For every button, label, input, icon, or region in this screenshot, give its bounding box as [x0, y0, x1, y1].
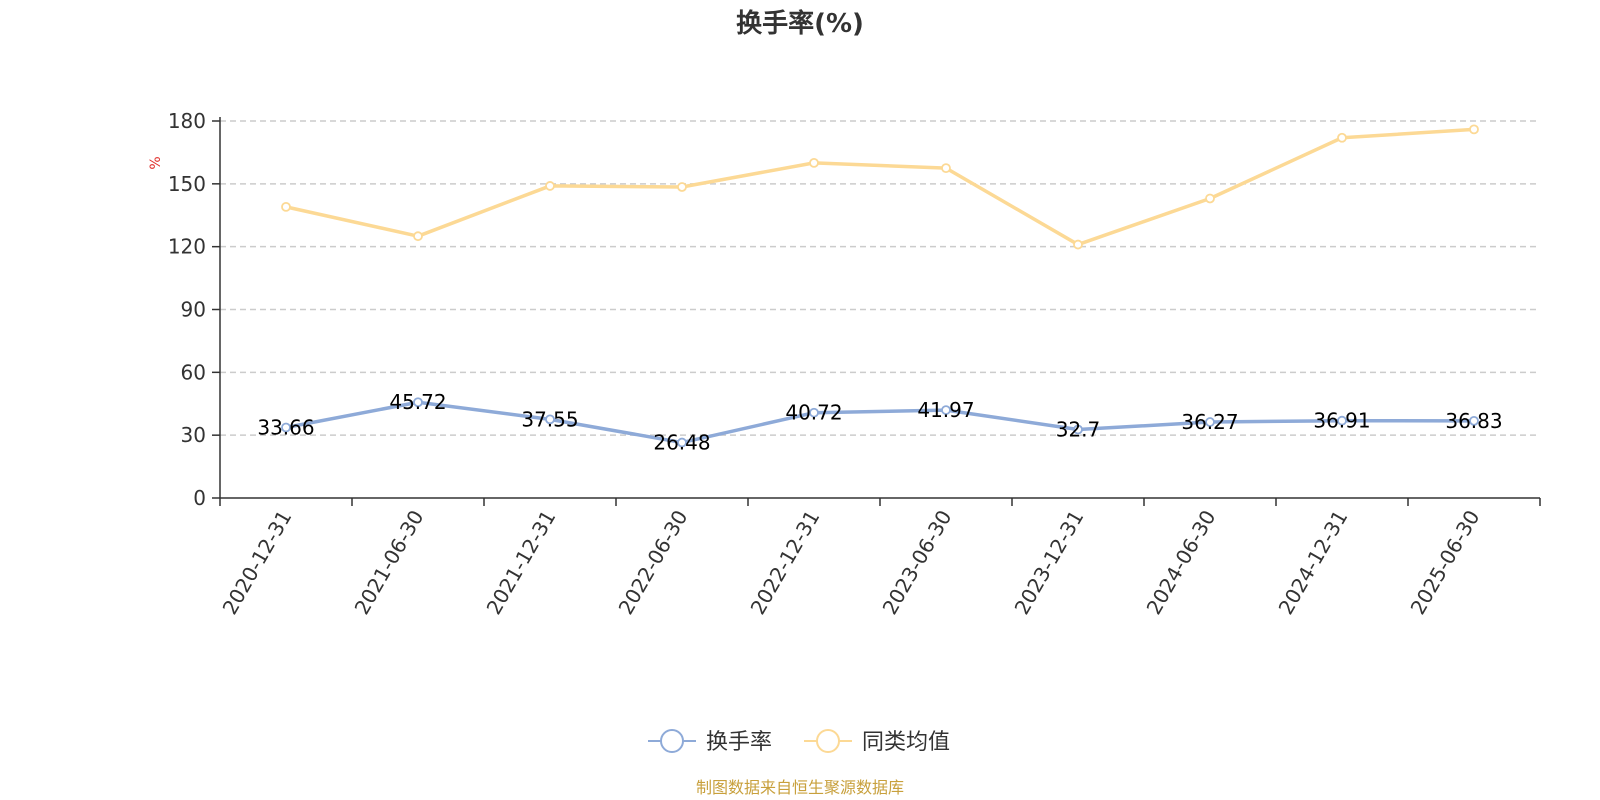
legend-item[interactable]: 换手率 [648, 729, 772, 755]
data-point[interactable] [281, 422, 291, 433]
data-point[interactable] [545, 414, 555, 425]
y-tick-label: 90 [181, 298, 206, 322]
data-label: 41.97 [917, 398, 974, 422]
legend-label: 换手率 [706, 730, 772, 755]
data-point[interactable] [677, 437, 687, 448]
data-point[interactable] [1205, 417, 1215, 427]
data-point[interactable] [545, 181, 555, 191]
y-tick-label: 120 [168, 235, 206, 259]
x-tick-label: 2023-06-30 [877, 506, 956, 619]
x-tick-label: 2024-12-31 [1273, 506, 1352, 619]
data-label: 36.91 [1313, 409, 1370, 433]
x-tick-label: 2022-12-31 [745, 506, 824, 619]
data-label: 37.55 [521, 407, 578, 431]
source-note: 制图数据来自恒生聚源数据库 [696, 778, 904, 797]
data-point[interactable] [413, 231, 423, 242]
x-tick-label: 2022-06-30 [613, 506, 692, 619]
legend-marker [816, 729, 840, 753]
y-tick-label: 60 [181, 360, 206, 384]
series-lines [281, 124, 1479, 448]
data-point[interactable] [809, 157, 819, 168]
data-point[interactable] [1337, 132, 1347, 143]
data-point[interactable] [941, 163, 951, 174]
y-tick-label: 30 [181, 423, 206, 447]
y-tick-label: 180 [168, 109, 206, 133]
data-label: 32.7 [1056, 418, 1101, 442]
x-tick-label: 2021-12-31 [481, 506, 560, 619]
data-point[interactable] [281, 201, 291, 212]
x-tick-label: 2020-12-31 [217, 506, 296, 619]
data-label: 36.27 [1181, 410, 1238, 434]
data-label: 33.66 [257, 416, 314, 440]
data-point[interactable] [1469, 124, 1479, 135]
data-point[interactable] [941, 405, 951, 415]
x-tick-label: 2021-06-30 [349, 506, 428, 619]
data-point[interactable] [1205, 193, 1215, 204]
series-line-0 [285, 400, 1475, 445]
data-label: 36.83 [1445, 409, 1502, 433]
series-line-1 [285, 127, 1475, 247]
data-point[interactable] [1073, 239, 1083, 250]
legend-label: 同类均值 [862, 730, 950, 755]
data-labels: 33.66 45.72 37.55 26.48 40.72 41.97 32.7 36.27 3… [257, 390, 1502, 454]
data-point[interactable] [809, 407, 819, 418]
axes: 0 30 60 90 120 150 180 2020-12-31 2021-06-30 2021… [168, 109, 1541, 619]
y-axis-unit-label: % [148, 156, 164, 169]
legend-marker [660, 729, 684, 753]
data-label: 45.72 [389, 390, 446, 414]
x-tick-label: 2025-06-30 [1405, 506, 1484, 619]
data-point[interactable] [413, 397, 423, 408]
chart-title: 换手率(%) [736, 8, 864, 39]
x-tick-label: 2023-12-31 [1009, 506, 1088, 619]
data-point[interactable] [1073, 424, 1083, 435]
gridlines [220, 120, 1540, 436]
y-tick-label: 0 [193, 486, 206, 510]
data-point[interactable] [1469, 415, 1479, 426]
data-label: 40.72 [785, 401, 842, 425]
data-label: 26.48 [653, 431, 710, 455]
legend-item[interactable]: 同类均值 [804, 729, 950, 755]
x-tick-label: 2024-06-30 [1141, 506, 1220, 619]
data-point[interactable] [1337, 415, 1347, 426]
data-point[interactable] [677, 182, 687, 192]
y-tick-label: 150 [168, 172, 206, 196]
legend[interactable]: 换手率 同类均值 [648, 729, 950, 755]
